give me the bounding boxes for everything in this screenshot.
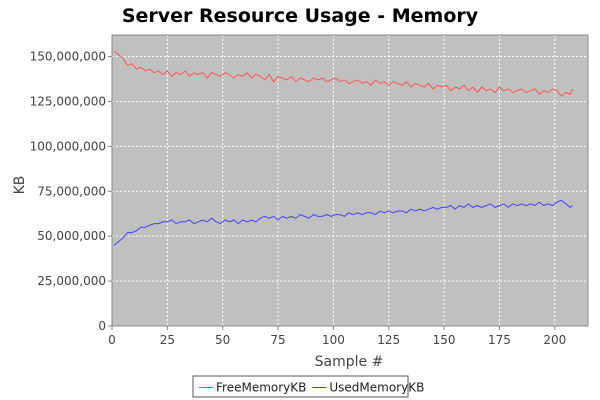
plot-area: 0 25,000,000 50,000,000 75,000,000 100,000,0…	[30, 34, 589, 347]
x-tick-label: 0	[108, 333, 116, 347]
chart-title: Server Resource Usage - Memory	[122, 5, 479, 27]
x-tick-label: 200	[543, 333, 566, 347]
y-tick-label: 125,000,000	[30, 94, 106, 108]
x-tick-label: 50	[215, 333, 230, 347]
x-axis-label: Sample #	[315, 354, 384, 370]
y-tick-label: 0	[98, 319, 106, 333]
y-tick-label: 50,000,000	[37, 229, 106, 243]
x-tick-label: 100	[322, 333, 345, 347]
x-tick-label: 175	[488, 333, 511, 347]
y-tick-label: 25,000,000	[37, 274, 106, 288]
series-line-freememorykb	[113, 50, 573, 97]
plot-border	[111, 34, 589, 327]
legend-box	[192, 375, 409, 398]
y-tick-label: 75,000,000	[37, 184, 106, 198]
plot-background	[112, 35, 588, 326]
x-tick-label: 125	[377, 333, 400, 347]
legend: FreeMemoryKB UsedMemoryKB	[192, 375, 424, 398]
y-tick-label: 150,000,000	[30, 50, 106, 64]
legend-label-usedmemorykb: UsedMemoryKB	[329, 381, 424, 395]
x-tick-label: 25	[160, 333, 175, 347]
x-tick-label: 75	[270, 333, 285, 347]
y-axis-label: KB	[12, 176, 28, 195]
series-line-usedmemorykb	[113, 199, 573, 246]
legend-label-freememorykb: FreeMemoryKB	[216, 381, 306, 395]
y-tick-label: 100,000,000	[30, 139, 106, 153]
x-tick-label: 150	[433, 333, 456, 347]
